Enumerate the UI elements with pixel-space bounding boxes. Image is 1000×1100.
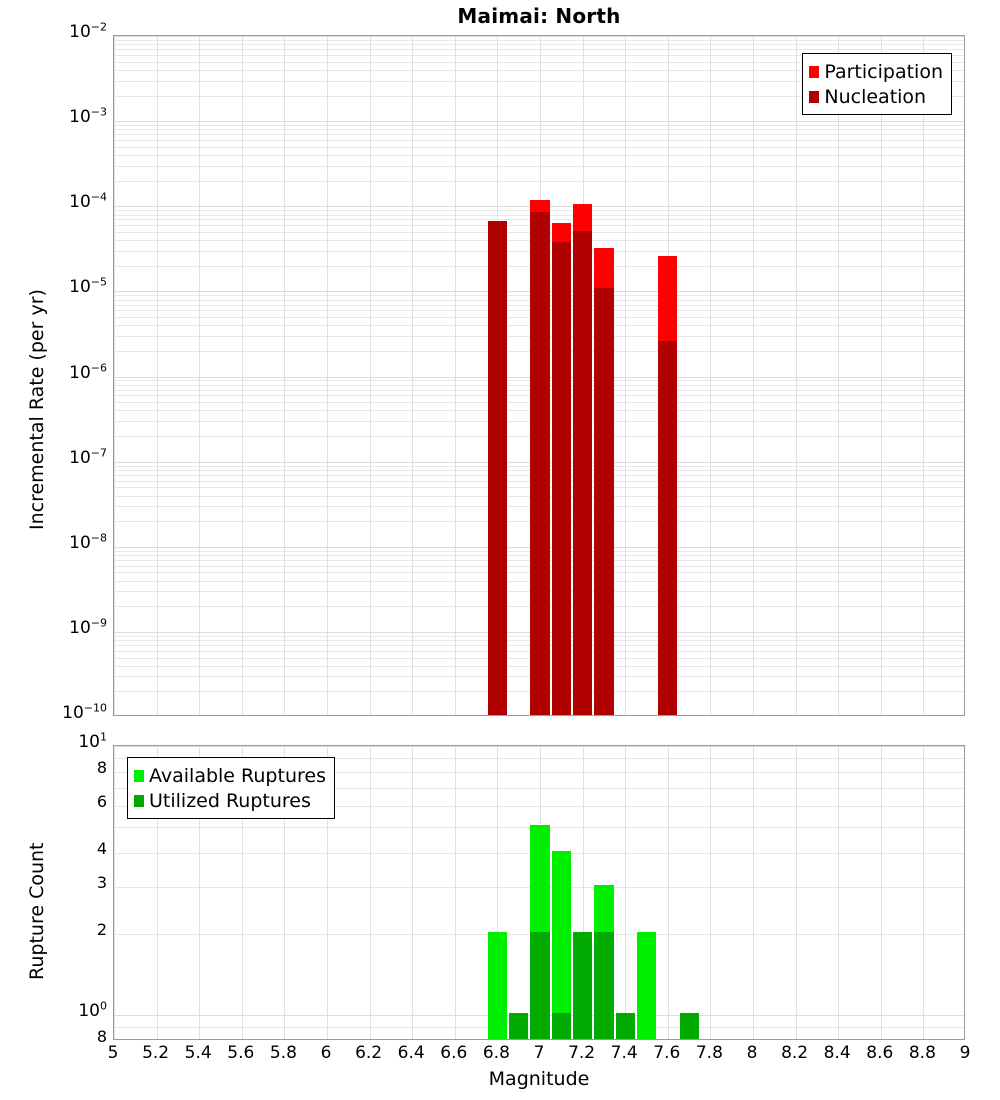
x-tick-label: 5.8 <box>270 1043 297 1063</box>
nucleation-bar <box>658 341 677 715</box>
nucleation-bar <box>594 288 613 715</box>
nucleation-bar <box>488 221 507 715</box>
incremental-rate-plot: Participation Nucleation <box>113 35 965 716</box>
legend-label-participation: Participation <box>824 61 943 83</box>
participation-swatch-icon <box>809 66 819 78</box>
y-tick-label: 4 <box>0 841 113 857</box>
y-tick-label: 10−7 <box>0 450 113 467</box>
nucleation-bar <box>573 231 592 715</box>
x-tick-label: 5 <box>108 1043 119 1063</box>
x-tick-label: 5.2 <box>142 1043 169 1063</box>
y-tick-label: 10−8 <box>0 535 113 552</box>
legend-incremental-rate: Participation Nucleation <box>802 53 952 115</box>
y-tick-label: 10−4 <box>0 194 113 211</box>
x-tick-label: 6.4 <box>398 1043 425 1063</box>
x-tick-label: 6 <box>321 1043 332 1063</box>
utilized-ruptures-bar <box>509 1013 528 1039</box>
y-tick-label: 2 <box>0 922 113 938</box>
utilized-ruptures-bar <box>552 1013 571 1039</box>
legend-label-available-ruptures: Available Ruptures <box>149 765 326 787</box>
y-tick-label: 10−9 <box>0 620 113 637</box>
y-tick-label: 3 <box>0 875 113 891</box>
x-tick-label: 6.2 <box>355 1043 382 1063</box>
nucleation-swatch-icon <box>809 91 819 103</box>
x-tick-label: 7.6 <box>653 1043 680 1063</box>
x-tick-label: 8 <box>747 1043 758 1063</box>
x-tick-label: 6.6 <box>440 1043 467 1063</box>
utilized-ruptures-bar <box>680 1013 699 1039</box>
x-tick-label: 8.6 <box>866 1043 893 1063</box>
legend-label-utilized-ruptures: Utilized Ruptures <box>149 790 311 812</box>
utilized-ruptures-bar <box>530 932 549 1039</box>
x-axis-label: Magnitude <box>113 1068 965 1090</box>
available-ruptures-swatch-icon <box>134 770 144 782</box>
y-tick-label: 10−3 <box>0 109 113 126</box>
x-tick-label: 6.8 <box>483 1043 510 1063</box>
legend-label-nucleation: Nucleation <box>824 86 926 108</box>
utilized-ruptures-swatch-icon <box>134 795 144 807</box>
figure-root: Maimai: North Participation Nucleation A… <box>0 0 1000 1100</box>
utilized-ruptures-bar <box>616 1013 635 1039</box>
y-tick-label: 10−10 <box>0 705 113 722</box>
x-tick-label: 5.6 <box>227 1043 254 1063</box>
x-tick-label: 8.4 <box>824 1043 851 1063</box>
available-ruptures-bar <box>552 851 571 1039</box>
top-bars <box>114 36 964 715</box>
bottom-y-axis-label: Rupture Count <box>26 843 48 981</box>
utilized-ruptures-bar <box>594 932 613 1039</box>
y-tick-label: 10−6 <box>0 365 113 382</box>
x-tick-label: 7.4 <box>611 1043 638 1063</box>
y-tick-label: 101 <box>0 734 113 751</box>
utilized-ruptures-bar <box>573 932 592 1039</box>
page-title: Maimai: North <box>113 4 965 28</box>
available-ruptures-bar <box>637 932 656 1039</box>
y-tick-label: 8 <box>0 1029 113 1045</box>
nucleation-bar <box>530 212 549 715</box>
top-y-axis-label: Incremental Rate (per yr) <box>26 289 48 530</box>
x-tick-label: 7.8 <box>696 1043 723 1063</box>
rupture-count-plot: Available Ruptures Utilized Ruptures <box>113 745 965 1040</box>
legend-item-participation: Participation <box>809 59 943 84</box>
y-tick-label: 100 <box>0 1003 113 1020</box>
x-tick-label: 8.2 <box>781 1043 808 1063</box>
x-tick-label: 9 <box>960 1043 971 1063</box>
y-tick-label: 8 <box>0 760 113 776</box>
legend-item-available-ruptures: Available Ruptures <box>134 763 326 788</box>
legend-item-nucleation: Nucleation <box>809 84 943 109</box>
legend-rupture-count: Available Ruptures Utilized Ruptures <box>127 757 335 819</box>
y-tick-label: 6 <box>0 794 113 810</box>
x-tick-label: 5.4 <box>185 1043 212 1063</box>
nucleation-bar <box>552 242 571 715</box>
legend-item-utilized-ruptures: Utilized Ruptures <box>134 788 326 813</box>
x-tick-label: 8.8 <box>909 1043 936 1063</box>
available-ruptures-bar <box>488 932 507 1039</box>
x-tick-label: 7 <box>534 1043 545 1063</box>
y-tick-label: 10−2 <box>0 24 113 41</box>
x-tick-label: 7.2 <box>568 1043 595 1063</box>
y-tick-label: 10−5 <box>0 279 113 296</box>
